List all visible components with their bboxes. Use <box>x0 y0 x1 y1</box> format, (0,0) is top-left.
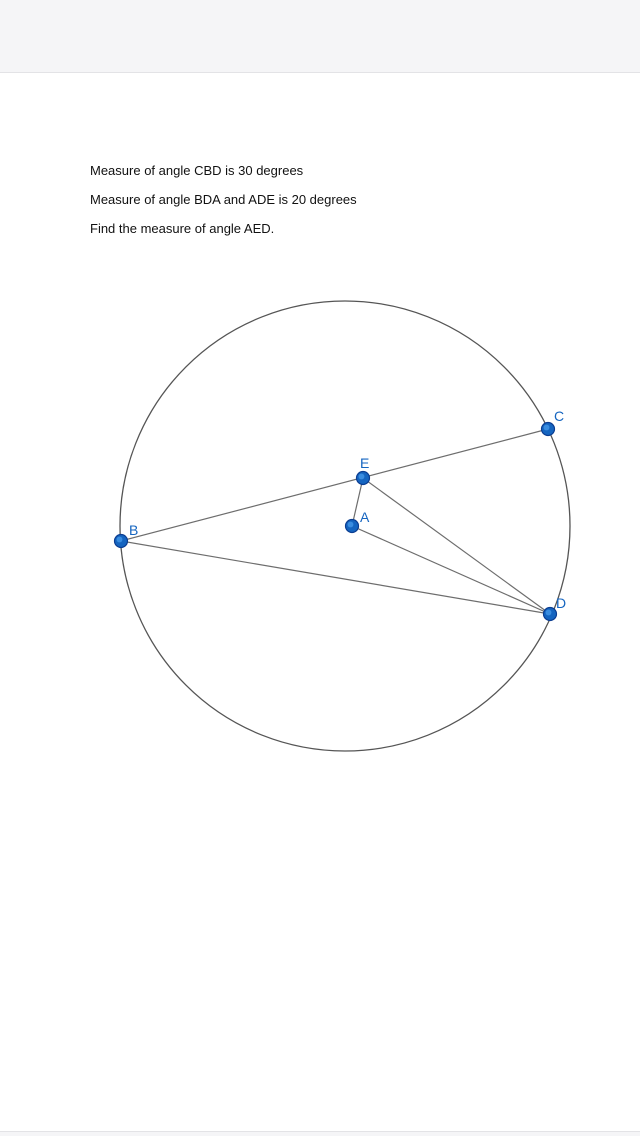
label-A: A <box>360 509 370 525</box>
label-C: C <box>554 408 564 424</box>
label-D: D <box>556 595 566 611</box>
point-D-highlight <box>546 610 552 616</box>
content-area: Measure of angle CBD is 30 degrees Measu… <box>0 73 640 776</box>
document-page: Measure of angle CBD is 30 degrees Measu… <box>0 72 640 1132</box>
label-E: E <box>360 455 369 471</box>
problem-line-3: Find the measure of angle AED. <box>90 221 610 236</box>
problem-line-1: Measure of angle CBD is 30 degrees <box>90 163 610 178</box>
top-background-strip <box>0 0 640 72</box>
label-B: B <box>129 522 138 538</box>
segment-ED <box>363 478 550 614</box>
point-A-highlight <box>348 522 354 528</box>
segment-BC <box>121 429 548 541</box>
problem-statement: Measure of angle CBD is 30 degrees Measu… <box>90 163 610 236</box>
problem-line-2: Measure of angle BDA and ADE is 20 degre… <box>90 192 610 207</box>
point-C-highlight <box>544 425 550 431</box>
point-E-highlight <box>359 474 365 480</box>
point-B-highlight <box>117 537 123 543</box>
geometry-diagram: B C D E A <box>90 276 590 776</box>
segment-AD <box>352 526 550 614</box>
segment-BD <box>121 541 550 614</box>
diagram-container: B C D E A <box>90 276 610 776</box>
